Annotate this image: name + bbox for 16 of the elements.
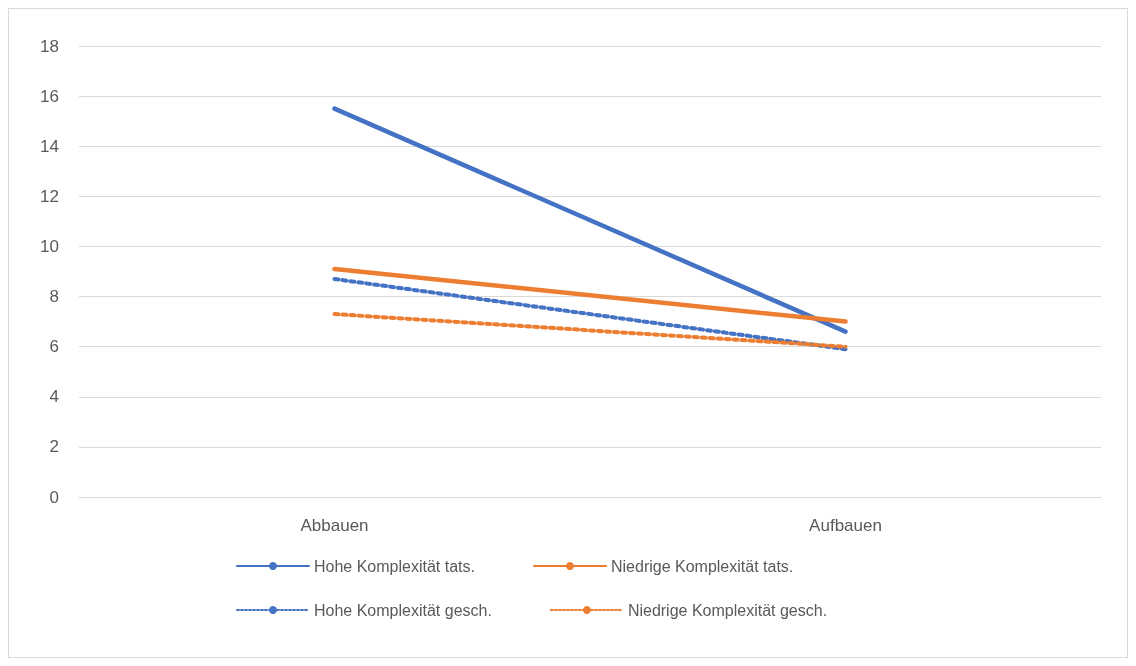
y-tick-label: 4 (49, 387, 59, 407)
y-tick-label: 0 (49, 487, 59, 507)
legend-label: Niedrige Komplexität tats. (610, 557, 794, 575)
y-tick-label: 6 (49, 337, 59, 357)
legend-label: Hohe Komplexität tats. (314, 557, 475, 575)
y-tick-label: 10 (40, 236, 59, 256)
x-tick-label: Abbauen (300, 516, 369, 535)
y-tick-label: 12 (40, 186, 59, 206)
y-tick-label: 8 (49, 287, 59, 307)
legend-label: Hohe Komplexität gesch. (314, 601, 492, 619)
y-tick-label: 16 (40, 86, 59, 106)
y-tick-label: 14 (40, 136, 59, 156)
legend-label: Niedrige Komplexität gesch. (627, 601, 828, 619)
x-tick-label: Aufbauen (809, 516, 882, 535)
y-tick-label: 18 (40, 36, 59, 56)
y-tick-label: 2 (49, 437, 59, 457)
